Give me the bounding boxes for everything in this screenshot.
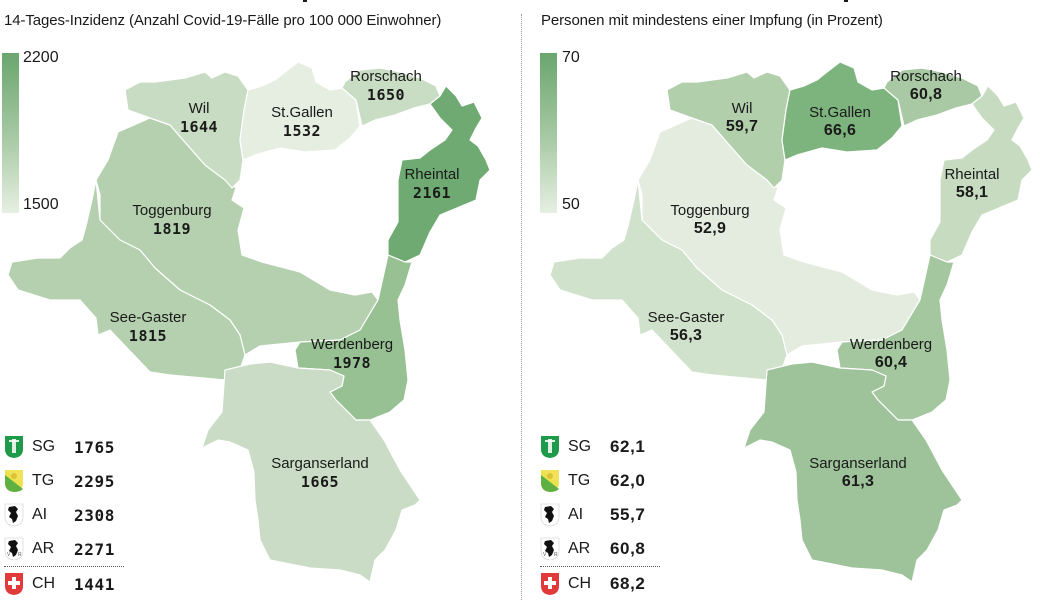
- canton-abbr: AI: [32, 506, 48, 523]
- legend-max-label: 2200: [23, 49, 59, 66]
- legend-max-label: 70: [562, 49, 580, 66]
- canton-row-sg: SG 1765: [4, 430, 124, 464]
- region-map: [7, 61, 491, 583]
- canton-row-tg: TG 2295: [4, 464, 124, 498]
- region-see-gaster[interactable]: [549, 179, 788, 381]
- canton-abbr: AI: [568, 506, 584, 523]
- region-st-gallen[interactable]: [239, 61, 361, 161]
- ai-coat-of-arms-icon: [4, 503, 24, 527]
- color-scale-legend: [540, 53, 557, 213]
- canton-abbr: AR: [568, 540, 591, 557]
- svg-text:V: V: [7, 552, 11, 558]
- region-map: [549, 61, 1033, 583]
- canton-value: 1441: [74, 574, 115, 594]
- region-see-gaster[interactable]: [7, 179, 246, 381]
- canton-value: 55,7: [610, 505, 646, 524]
- canton-value: 62,1: [610, 437, 646, 456]
- sg-coat-of-arms-icon: [5, 436, 23, 458]
- canton-value: 62,0: [610, 471, 646, 490]
- incidence-panel: 14-Tages-Inzidenz (Anzahl Covid-19-Fälle…: [0, 0, 520, 600]
- panel-subtitle: Personen mit mindestens einer Impfung (i…: [541, 12, 883, 29]
- cropped-heading-fragment: [0, 0, 1040, 2]
- region-rheintal[interactable]: [929, 85, 1033, 263]
- region-rheintal[interactable]: [387, 85, 491, 263]
- vaccination-panel: Personen mit mindestens einer Impfung (i…: [520, 0, 1040, 600]
- canton-row-ch: CH 68,2: [540, 566, 660, 601]
- swiss-cross-icon: [541, 573, 559, 595]
- canton-abbr: TG: [32, 472, 55, 489]
- canton-abbr: SG: [32, 438, 56, 455]
- region-sarganserland[interactable]: [201, 361, 421, 583]
- svg-text:V: V: [543, 552, 547, 558]
- canton-value: 68,2: [610, 574, 646, 593]
- svg-text:R: R: [18, 552, 22, 558]
- ai-coat-of-arms-icon: [540, 503, 560, 527]
- legend-min-label: 1500: [23, 196, 59, 213]
- region-sarganserland[interactable]: [743, 361, 963, 583]
- legend-min-label: 50: [562, 196, 580, 213]
- canton-row-ai: AI 2308: [4, 498, 124, 532]
- region-st-gallen[interactable]: [781, 61, 903, 161]
- canton-value: 2308: [74, 505, 115, 525]
- tg-coat-of-arms-icon: [5, 470, 23, 492]
- canton-abbr: CH: [32, 575, 56, 592]
- canton-value: 2295: [74, 471, 115, 491]
- canton-value: 60,8: [610, 539, 646, 558]
- swiss-cross-icon: [5, 573, 23, 595]
- canton-row-tg: TG 62,0: [540, 464, 660, 498]
- canton-abbr: CH: [568, 575, 592, 592]
- svg-text:R: R: [554, 552, 558, 558]
- canton-row-ai: AI 55,7: [540, 498, 660, 532]
- tg-coat-of-arms-icon: [541, 470, 559, 492]
- sg-coat-of-arms-icon: [541, 436, 559, 458]
- canton-value: 1765: [74, 437, 115, 457]
- color-scale-legend: [2, 53, 19, 213]
- canton-value: 2271: [74, 539, 115, 559]
- panel-divider: [521, 14, 522, 600]
- canton-row-ch: CH 1441: [4, 566, 124, 601]
- canton-row-sg: SG 62,1: [540, 430, 660, 464]
- canton-abbr: SG: [568, 438, 592, 455]
- canton-abbr: AR: [32, 540, 55, 557]
- panel-subtitle: 14-Tages-Inzidenz (Anzahl Covid-19-Fälle…: [4, 12, 442, 29]
- canton-abbr: TG: [568, 472, 591, 489]
